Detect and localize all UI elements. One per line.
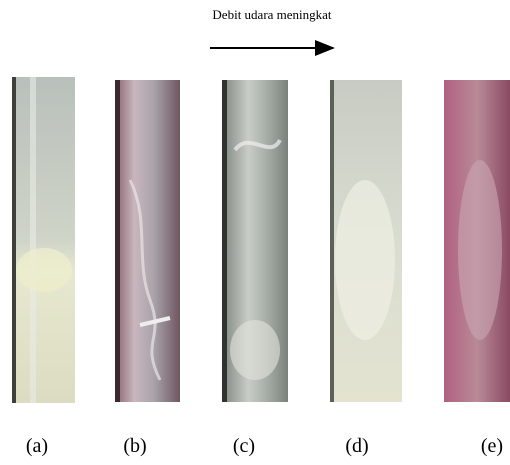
photo-a <box>12 77 75 403</box>
page: {"figure": {"title": "Debit udara mening… <box>0 0 510 465</box>
figure-title: Debit udara meningkat <box>212 7 332 22</box>
panel-label: (b) <box>123 435 146 457</box>
photo-e <box>444 80 510 402</box>
panel-label: (e) <box>481 435 503 457</box>
panel-label: (a) <box>26 435 48 457</box>
photo-c <box>222 80 288 402</box>
figure: Debit udara meningkat (a) (b) (c) (d) (e… <box>0 0 510 465</box>
photo-d <box>330 80 402 402</box>
photo-b <box>115 80 180 402</box>
panel-label: (c) <box>233 435 255 457</box>
panel-label: (d) <box>345 435 368 457</box>
